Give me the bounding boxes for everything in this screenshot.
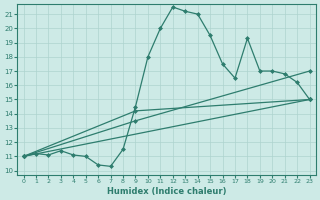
X-axis label: Humidex (Indice chaleur): Humidex (Indice chaleur) xyxy=(107,187,226,196)
